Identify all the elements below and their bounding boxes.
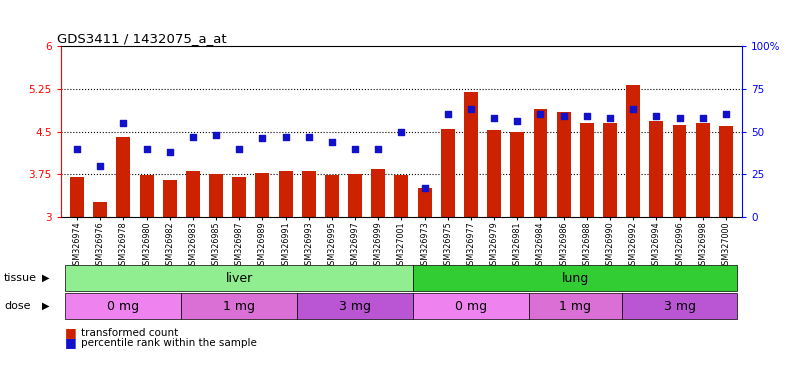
Bar bbox=[163, 180, 177, 217]
Text: GDS3411 / 1432075_a_at: GDS3411 / 1432075_a_at bbox=[58, 32, 227, 45]
Bar bbox=[182, 293, 297, 319]
Text: ■: ■ bbox=[65, 336, 76, 349]
Bar bbox=[232, 177, 247, 217]
Point bbox=[719, 111, 732, 118]
Text: ▶: ▶ bbox=[42, 273, 49, 283]
Point bbox=[673, 115, 686, 121]
Bar bbox=[464, 92, 478, 217]
Bar bbox=[279, 171, 293, 217]
Text: ■: ■ bbox=[65, 326, 76, 339]
Bar bbox=[621, 293, 737, 319]
Point bbox=[487, 115, 500, 121]
Bar bbox=[529, 293, 621, 319]
Point bbox=[534, 111, 547, 118]
Bar bbox=[413, 293, 529, 319]
Bar bbox=[672, 125, 686, 217]
Point bbox=[650, 113, 663, 119]
Point bbox=[94, 163, 107, 169]
Point bbox=[557, 113, 570, 119]
Text: 1 mg: 1 mg bbox=[560, 300, 591, 313]
Point bbox=[187, 134, 200, 140]
Bar bbox=[510, 131, 524, 217]
Bar bbox=[66, 293, 182, 319]
Bar bbox=[603, 123, 617, 217]
Point bbox=[140, 146, 153, 152]
Point bbox=[209, 132, 222, 138]
Text: 1 mg: 1 mg bbox=[223, 300, 255, 313]
Bar bbox=[325, 175, 339, 217]
Point bbox=[163, 149, 176, 155]
Bar bbox=[719, 126, 733, 217]
Text: lung: lung bbox=[561, 271, 589, 285]
Bar bbox=[186, 171, 200, 217]
Point bbox=[511, 118, 524, 124]
Bar bbox=[696, 123, 710, 217]
Bar bbox=[255, 172, 269, 217]
Text: dose: dose bbox=[4, 301, 31, 311]
Bar bbox=[117, 137, 131, 217]
Bar bbox=[297, 293, 413, 319]
Point bbox=[256, 135, 269, 141]
Point bbox=[395, 128, 408, 135]
Bar bbox=[413, 265, 737, 291]
Bar bbox=[302, 171, 315, 217]
Text: percentile rank within the sample: percentile rank within the sample bbox=[81, 338, 257, 348]
Bar bbox=[487, 131, 501, 217]
Text: 0 mg: 0 mg bbox=[455, 300, 487, 313]
Bar bbox=[580, 123, 594, 217]
Bar bbox=[209, 174, 223, 217]
Bar bbox=[556, 112, 571, 217]
Point bbox=[418, 185, 431, 191]
Text: transformed count: transformed count bbox=[81, 328, 178, 338]
Bar bbox=[66, 265, 413, 291]
Bar bbox=[441, 129, 455, 217]
Text: ▶: ▶ bbox=[42, 301, 49, 311]
Bar bbox=[371, 169, 385, 217]
Text: 3 mg: 3 mg bbox=[663, 300, 696, 313]
Point bbox=[465, 106, 478, 113]
Bar bbox=[626, 85, 640, 217]
Text: 3 mg: 3 mg bbox=[339, 300, 371, 313]
Bar bbox=[348, 174, 362, 217]
Point bbox=[279, 134, 292, 140]
Text: liver: liver bbox=[225, 271, 253, 285]
Bar bbox=[394, 175, 409, 217]
Bar bbox=[650, 121, 663, 217]
Point bbox=[603, 115, 616, 121]
Bar bbox=[93, 202, 107, 217]
Text: 0 mg: 0 mg bbox=[107, 300, 139, 313]
Point bbox=[627, 106, 640, 113]
Point bbox=[371, 146, 384, 152]
Point bbox=[303, 134, 315, 140]
Point bbox=[71, 146, 84, 152]
Bar bbox=[139, 175, 153, 217]
Bar bbox=[70, 177, 84, 217]
Point bbox=[233, 146, 246, 152]
Point bbox=[117, 120, 130, 126]
Point bbox=[325, 139, 338, 145]
Bar bbox=[534, 109, 547, 217]
Point bbox=[349, 146, 362, 152]
Point bbox=[441, 111, 454, 118]
Text: tissue: tissue bbox=[4, 273, 37, 283]
Point bbox=[696, 115, 709, 121]
Bar bbox=[418, 189, 431, 217]
Point bbox=[581, 113, 594, 119]
